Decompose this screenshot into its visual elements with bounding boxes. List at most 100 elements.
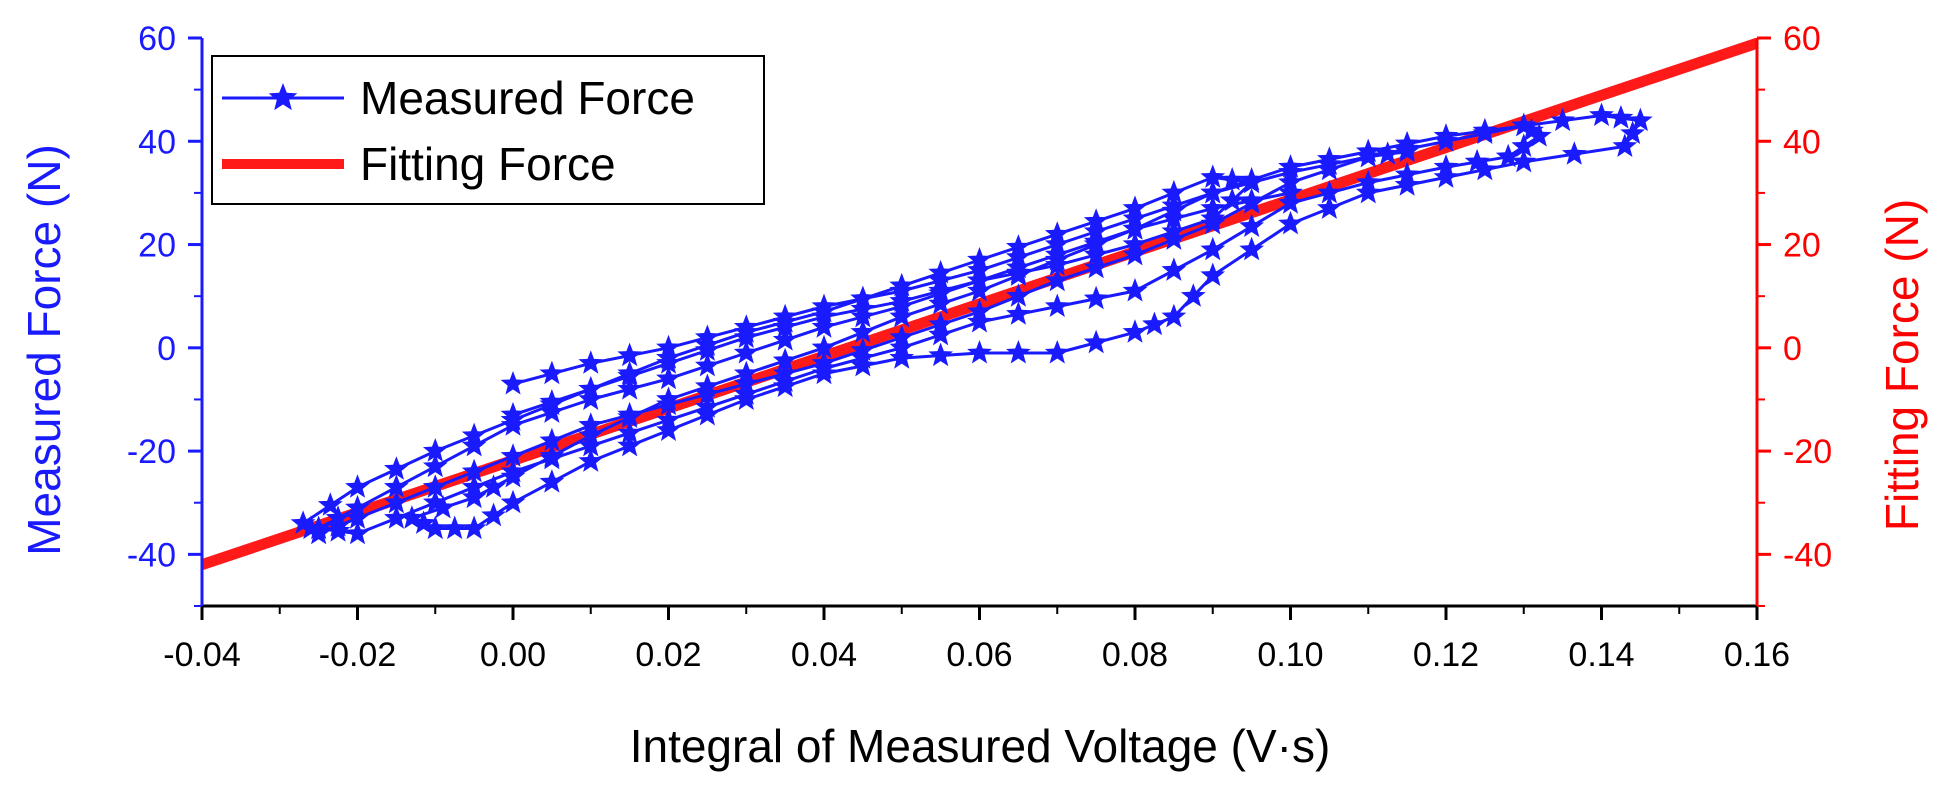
measured-force-point <box>617 360 642 385</box>
y-tick-label-left: 40 <box>138 123 176 161</box>
measured-force-point <box>1083 241 1109 266</box>
measured-force-point <box>1006 301 1031 325</box>
measured-force-point <box>422 489 448 514</box>
measured-force-point <box>967 267 992 292</box>
measured-force-point <box>500 371 526 395</box>
measured-force-point <box>889 324 915 348</box>
measured-force-point <box>539 445 565 470</box>
measured-force-point <box>772 360 798 385</box>
measured-force-point <box>1083 285 1109 310</box>
y-tick-label-right: -40 <box>1783 536 1832 574</box>
measured-force-point <box>1219 167 1245 191</box>
x-tick-label: -0.04 <box>163 636 241 674</box>
measured-force-point <box>500 443 526 467</box>
measured-force-point <box>850 319 876 343</box>
measured-force-point <box>1355 179 1381 204</box>
measured-force-point <box>1511 148 1537 173</box>
measured-force-point <box>578 448 604 472</box>
measured-force-point <box>695 394 720 418</box>
measured-force-point <box>578 412 604 436</box>
measured-force-point <box>461 515 487 540</box>
x-tick-label: 0.16 <box>1724 636 1790 674</box>
measured-force-point <box>1161 226 1187 250</box>
measured-force-point <box>384 505 409 529</box>
y-tick-label-right: 20 <box>1783 227 1821 265</box>
x-tick-label: 0.04 <box>791 636 857 674</box>
measured-force-point <box>617 376 642 400</box>
y-tick-label-left: -20 <box>127 433 176 471</box>
measured-force-point <box>422 453 448 478</box>
measured-force-point <box>1219 187 1245 212</box>
measured-force-point <box>1620 120 1645 144</box>
measured-force-point <box>967 278 992 302</box>
measured-force-point <box>656 407 681 431</box>
measured-force-point <box>1083 254 1109 279</box>
x-tick-label: 0.00 <box>480 636 546 674</box>
measured-force-point <box>656 365 681 390</box>
measured-force-point <box>422 515 448 540</box>
measured-force-point <box>1278 169 1303 194</box>
measured-force-point <box>500 407 526 431</box>
measured-force-point <box>1083 329 1109 354</box>
measured-force-point <box>967 298 992 323</box>
measured-force-point <box>298 515 324 540</box>
measured-force-point <box>539 360 565 385</box>
x-tick-label: 0.12 <box>1413 636 1479 674</box>
x-tick-label: -0.02 <box>319 636 397 674</box>
measured-force-point <box>539 469 565 493</box>
measured-force-point <box>1355 169 1381 194</box>
measured-force-layer <box>290 102 1653 545</box>
measured-force-point <box>1433 164 1459 188</box>
measured-force-point <box>539 391 565 416</box>
measured-force-point <box>422 438 448 462</box>
y-tick-label-right: -20 <box>1783 433 1832 471</box>
measured-force-point <box>1142 311 1167 336</box>
measured-force-point <box>889 288 915 312</box>
y-axis-label-right: Fitting Force (N) <box>1876 199 1928 531</box>
measured-force-point <box>461 458 487 483</box>
measured-force-point <box>928 259 953 284</box>
y-tick-label-left: 0 <box>157 330 176 368</box>
measured-force-point <box>1394 138 1420 163</box>
y-tick-label-left: 60 <box>138 20 176 58</box>
measured-force-point <box>1317 195 1342 219</box>
measured-force-point <box>772 327 798 351</box>
measured-force-point <box>928 290 953 315</box>
measured-force-point <box>1612 133 1638 157</box>
measured-force-point <box>1317 156 1342 181</box>
y-axis-label-left: Measured Force (N) <box>18 144 70 556</box>
measured-force-point <box>578 432 604 457</box>
measured-force-point <box>1239 169 1264 194</box>
x-tick-label: 0.14 <box>1568 636 1634 674</box>
measured-force-point <box>1550 107 1575 132</box>
measured-force-point <box>1083 208 1109 232</box>
measured-force-point <box>928 278 953 302</box>
y-tick-label-left: 20 <box>138 227 176 265</box>
measured-force-point <box>733 319 759 343</box>
measured-force-point <box>695 381 720 405</box>
measured-force-point <box>1375 141 1401 165</box>
measured-force-point <box>772 368 798 392</box>
measured-force-point <box>1161 303 1187 328</box>
measured-force-point <box>1394 172 1420 196</box>
measured-force-point <box>1239 236 1264 261</box>
y-tick-label-right: 40 <box>1783 123 1821 161</box>
measured-force-point <box>1317 179 1342 204</box>
measured-force-point <box>1006 259 1031 284</box>
legend-star-icon <box>268 83 298 111</box>
measured-force-point <box>889 334 915 359</box>
measured-force-point <box>1161 205 1187 230</box>
measured-force-point <box>384 456 409 480</box>
measured-force-point <box>656 417 681 441</box>
measured-force-point <box>1511 133 1537 157</box>
measured-force-point <box>811 350 837 374</box>
y-tick-label-right: 0 <box>1783 330 1802 368</box>
legend-box <box>211 55 765 205</box>
measured-force-point <box>578 386 604 410</box>
measured-force-point <box>928 342 953 367</box>
measured-force-point <box>384 474 409 498</box>
measured-force-point <box>1589 102 1614 126</box>
measured-force-point <box>1526 123 1552 147</box>
measured-force-point <box>1472 117 1498 142</box>
